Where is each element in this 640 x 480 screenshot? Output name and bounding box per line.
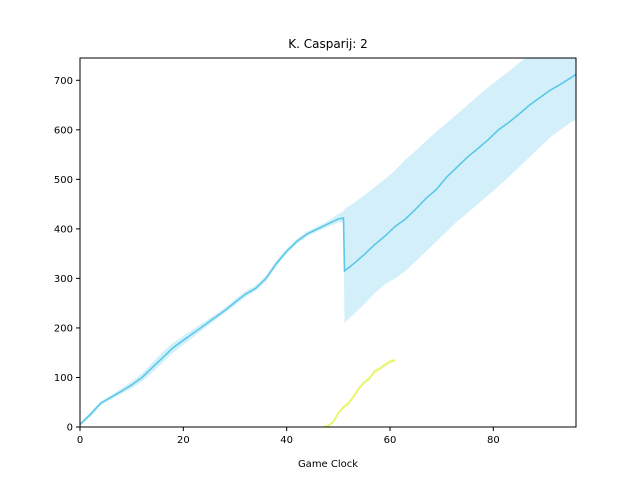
- series-1-line: [322, 359, 396, 427]
- y-tick-label: 500: [54, 175, 73, 186]
- y-tick-label: 400: [54, 224, 73, 235]
- x-axis: 0 20 40 60 80: [77, 427, 500, 446]
- y-tick-label: 0: [67, 423, 73, 434]
- x-axis-label: Game Clock: [298, 459, 358, 470]
- x-tick-label: 40: [280, 435, 293, 446]
- x-tick-label: 80: [487, 435, 500, 446]
- plot-frame: [79, 57, 577, 428]
- series-1-band: [322, 358, 396, 427]
- x-tick-label: 0: [77, 435, 83, 446]
- y-tick-label: 300: [54, 274, 73, 285]
- y-tick-label: 200: [54, 323, 73, 334]
- chart-title: K. Casparij: 2: [288, 37, 368, 51]
- series-0-line: [80, 73, 576, 426]
- x-tick-label: 20: [177, 435, 190, 446]
- y-tick-label: 100: [54, 373, 73, 384]
- y-tick-label: 700: [54, 76, 73, 87]
- series-0-band: [80, 58, 576, 426]
- plot-area: [80, 58, 576, 427]
- y-axis: 0 100 200 300 400 500 600 700: [54, 76, 80, 434]
- x-tick-label: 60: [384, 435, 397, 446]
- y-tick-label: 600: [54, 125, 73, 136]
